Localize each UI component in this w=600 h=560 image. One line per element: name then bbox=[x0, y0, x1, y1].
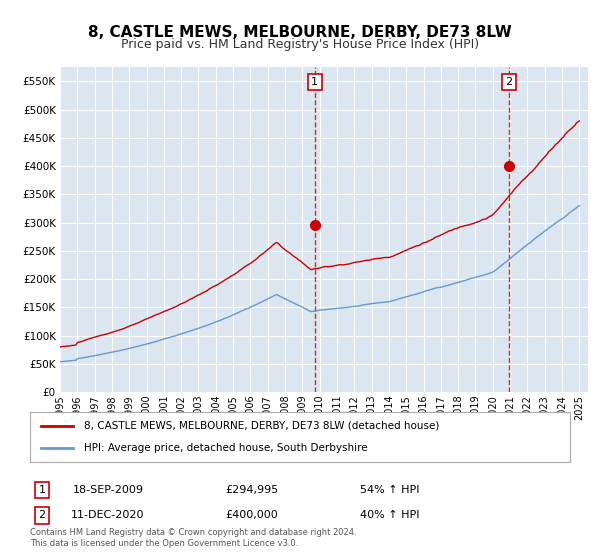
Text: £400,000: £400,000 bbox=[226, 510, 278, 520]
Text: 8, CASTLE MEWS, MELBOURNE, DERBY, DE73 8LW (detached house): 8, CASTLE MEWS, MELBOURNE, DERBY, DE73 8… bbox=[84, 421, 439, 431]
Text: 2: 2 bbox=[38, 510, 46, 520]
Text: 11-DEC-2020: 11-DEC-2020 bbox=[71, 510, 145, 520]
Text: £294,995: £294,995 bbox=[226, 485, 278, 495]
Text: HPI: Average price, detached house, South Derbyshire: HPI: Average price, detached house, Sout… bbox=[84, 443, 368, 453]
Text: Contains HM Land Registry data © Crown copyright and database right 2024.
This d: Contains HM Land Registry data © Crown c… bbox=[30, 528, 356, 548]
Text: 8, CASTLE MEWS, MELBOURNE, DERBY, DE73 8LW: 8, CASTLE MEWS, MELBOURNE, DERBY, DE73 8… bbox=[88, 25, 512, 40]
Text: 18-SEP-2009: 18-SEP-2009 bbox=[73, 485, 143, 495]
Text: 40% ↑ HPI: 40% ↑ HPI bbox=[360, 510, 420, 520]
Text: 2: 2 bbox=[505, 77, 512, 87]
Text: 1: 1 bbox=[38, 485, 46, 495]
Text: 1: 1 bbox=[311, 77, 319, 87]
Text: Price paid vs. HM Land Registry's House Price Index (HPI): Price paid vs. HM Land Registry's House … bbox=[121, 38, 479, 50]
Text: 54% ↑ HPI: 54% ↑ HPI bbox=[360, 485, 420, 495]
